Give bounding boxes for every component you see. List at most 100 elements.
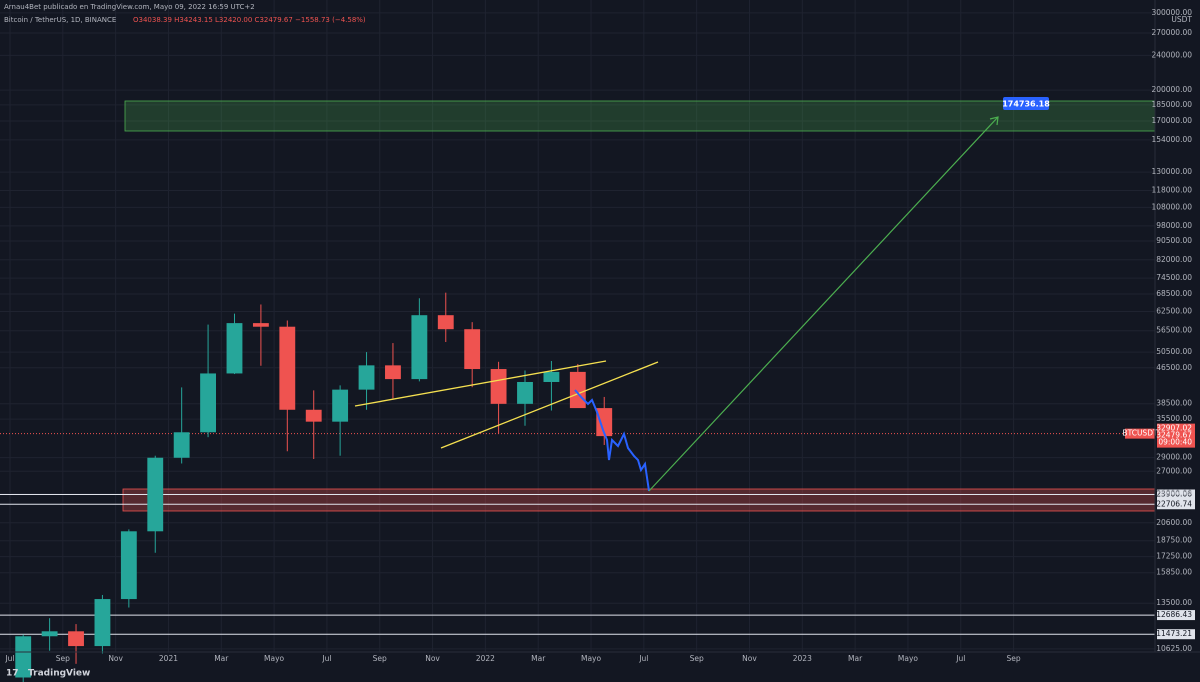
currency: USDT <box>1171 15 1192 24</box>
candle-body <box>517 381 533 404</box>
candle-body <box>464 329 481 370</box>
candle-body <box>226 323 243 374</box>
target-zone <box>124 100 1156 132</box>
candle-body <box>569 371 586 409</box>
candle-body <box>173 432 190 458</box>
brand: TradingView <box>28 669 90 679</box>
y-tick-label: 35500.00 <box>1156 414 1192 423</box>
candles <box>15 292 613 682</box>
target-arrow <box>648 116 999 492</box>
y-tick-label: 46500.00 <box>1156 363 1192 372</box>
level-label-box <box>1157 629 1195 640</box>
price-countdown: 09:00:40 <box>1158 438 1192 447</box>
level-label: 12686.43 <box>1156 610 1192 619</box>
x-tick-label: 2023 <box>793 654 812 663</box>
price-close: 32479.67 <box>1156 431 1192 440</box>
projection-path <box>574 389 650 492</box>
candle-body <box>543 371 560 382</box>
candle-body <box>411 315 428 380</box>
axis-labels: 300000.00 270000.00 240000.00 200000.00 1850… <box>4 8 1192 663</box>
support-zone <box>122 488 1156 512</box>
trendline <box>354 360 607 407</box>
y-tick-label: 62500.00 <box>1156 307 1192 316</box>
x-tick-label: 2022 <box>476 654 495 663</box>
y-tick-label: 130000.00 <box>1151 167 1192 176</box>
y-tick-label: 170000.00 <box>1151 116 1192 125</box>
symbol: Bitcoin / TetherUS, 1D, BINANCE <box>4 16 116 24</box>
y-tick-label: 185000.00 <box>1151 100 1192 109</box>
y-tick-label: 13500.00 <box>1156 598 1192 607</box>
y-tick-label: 17250.00 <box>1156 552 1192 561</box>
price-value: 32907.02 <box>1156 424 1192 433</box>
x-tick-label: Jul <box>955 654 965 663</box>
y-tick-label: 270000.00 <box>1151 28 1192 37</box>
y-tick-label: 98000.00 <box>1156 221 1192 230</box>
x-tick-label: Sep <box>690 654 704 663</box>
level-label: 23900.06 <box>1156 490 1192 499</box>
x-tick-label: Nov <box>108 654 123 663</box>
y-tick-label: 74500.00 <box>1156 273 1192 282</box>
candle-body <box>358 365 375 390</box>
y-tick-label: 56500.00 <box>1156 326 1192 335</box>
level-label-box <box>1157 610 1195 621</box>
candle-body <box>305 409 322 422</box>
x-tick-label: Mayo <box>581 654 602 663</box>
candle-body <box>490 369 507 404</box>
y-tick-label: 20600.00 <box>1156 518 1192 527</box>
x-tick-label: Jul <box>4 654 14 663</box>
symbol-label: BTCUSDT <box>1122 429 1158 438</box>
grid <box>0 0 1155 652</box>
candle-body <box>15 636 32 678</box>
level-label-box <box>1157 499 1195 510</box>
price-label-box <box>1157 423 1195 448</box>
y-tick-label: 154000.00 <box>1151 135 1192 144</box>
candle-body <box>252 323 269 327</box>
x-tick-label: Sep <box>373 654 387 663</box>
x-tick-label: Mar <box>848 654 863 663</box>
y-tick-label: 15850.00 <box>1156 568 1192 577</box>
candle-body <box>94 599 111 647</box>
candle-body <box>596 408 613 437</box>
x-tick-label: Jul <box>638 654 648 663</box>
x-tick-label: Sep <box>56 654 70 663</box>
y-tick-label: 29000.00 <box>1156 453 1192 462</box>
y-tick-label: 200000.00 <box>1151 85 1192 94</box>
y-tick-label: 90500.00 <box>1156 236 1192 245</box>
level-label: 22706.74 <box>1156 499 1192 508</box>
candle-body <box>437 315 454 330</box>
y-tick-label: 10625.00 <box>1156 644 1192 653</box>
x-tick-label: Mar <box>531 654 546 663</box>
target-label-box <box>1003 97 1049 110</box>
candle-body <box>147 457 164 532</box>
x-tick-label: Nov <box>742 654 757 663</box>
candle-body <box>332 389 349 422</box>
y-tick-label: 82000.00 <box>1156 255 1192 264</box>
candle-body <box>41 631 58 637</box>
x-tick-label: Mayo <box>898 654 919 663</box>
y-tick-label: 108000.00 <box>1151 202 1192 211</box>
y-tick-label: 240000.00 <box>1151 50 1192 59</box>
candle-body <box>200 373 216 433</box>
symbol-box <box>1125 428 1155 439</box>
x-tick-label: Sep <box>1007 654 1021 663</box>
brand-logo: 𝟭𝟳 <box>6 669 19 679</box>
x-tick-label: Jul <box>321 654 331 663</box>
target-label: 174736.18 <box>1002 100 1050 109</box>
y-tick-label: 27000.00 <box>1156 466 1192 475</box>
level-label: 11473.21 <box>1156 629 1192 638</box>
candle-body <box>120 531 137 600</box>
candle-body <box>279 326 296 410</box>
publisher: Arnau4Bet publicado en TradingView.com, … <box>4 3 255 11</box>
y-tick-label: 18750.00 <box>1156 536 1192 545</box>
candle-body <box>385 365 401 380</box>
y-tick-label: 38500.00 <box>1156 399 1192 408</box>
x-tick-label: 2021 <box>159 654 178 663</box>
y-tick-label: 118000.00 <box>1151 186 1192 195</box>
candle-body <box>68 631 84 647</box>
x-tick-label: Mayo <box>264 654 285 663</box>
y-tick-label: 68500.00 <box>1156 289 1192 298</box>
arrow-head <box>989 116 999 126</box>
